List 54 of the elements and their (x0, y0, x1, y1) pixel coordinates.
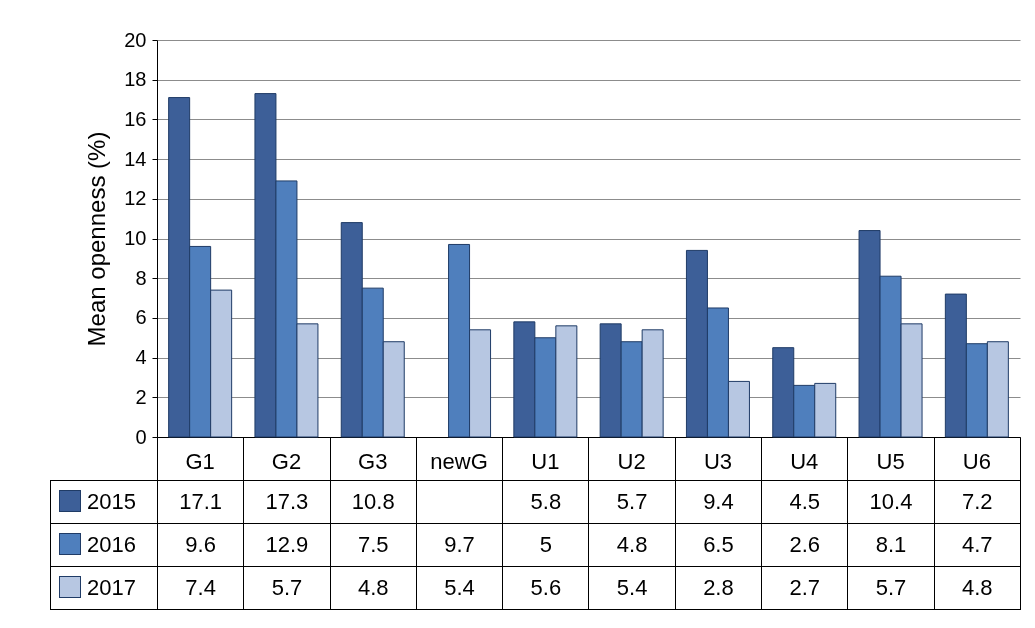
data-label: 5.7 (847, 566, 935, 610)
y-tick-label: 2 (135, 385, 147, 408)
data-label: 5.4 (416, 566, 503, 610)
x-tick-label: U1 (531, 448, 560, 474)
data-label: 4.8 (588, 523, 676, 567)
x-tick-label: U2 (617, 448, 646, 474)
data-label: 10.8 (330, 480, 417, 524)
data-label: 12.9 (243, 523, 331, 567)
data-label: 4.8 (934, 566, 1021, 610)
data-label: 4.7 (934, 523, 1021, 567)
x-tick-label: U5 (876, 448, 905, 474)
data-label: 7.2 (934, 480, 1021, 524)
y-tick-label: 4 (135, 346, 147, 369)
x-tick-label: U6 (962, 448, 991, 474)
legend-label: 2015 (50, 480, 158, 524)
data-label: 6.5 (675, 523, 762, 567)
data-label: 10.4 (847, 480, 935, 524)
y-tick-label: 18 (124, 68, 147, 91)
y-tick-label: 16 (124, 107, 147, 130)
x-tick-label: newG (430, 448, 488, 474)
x-tick-label: U3 (703, 448, 733, 474)
y-tick-label: 0 (135, 425, 147, 448)
data-label: 8.1 (847, 523, 935, 567)
data-label: 5.4 (588, 566, 676, 610)
x-tick-label: U4 (790, 448, 819, 474)
y-tick-label: 6 (135, 306, 147, 329)
legend-label: 2017 (50, 566, 158, 610)
data-label: 17.3 (243, 480, 331, 524)
y-tick-label: 10 (124, 227, 147, 249)
x-tick-label: G3 (358, 448, 388, 474)
x-tick-label: G2 (271, 448, 302, 474)
y-tick-label: 14 (124, 147, 147, 170)
data-label: 4.5 (761, 480, 848, 524)
data-label: 9.7 (416, 523, 503, 567)
data-label: 2.7 (761, 566, 848, 610)
data-label: 5.7 (588, 480, 676, 524)
y-tick-label: 12 (124, 187, 147, 210)
data-label: 9.6 (157, 523, 244, 567)
y-tick-label: 20 (124, 28, 147, 51)
data-label: 2.6 (761, 523, 848, 567)
data-label: 5.7 (243, 566, 331, 610)
data-label: 4.8 (330, 566, 417, 610)
y-axis-title: Mean openness (%) (83, 131, 111, 347)
legend-label: 2016 (50, 523, 158, 567)
data-label: 5.6 (502, 566, 589, 610)
data-label: 5 (502, 523, 589, 567)
x-tick-label: G1 (185, 448, 215, 474)
data-label: 7.4 (157, 566, 244, 610)
data-label: 5.8 (502, 480, 589, 524)
data-label: 9.4 (675, 480, 762, 524)
data-label: 7.5 (330, 523, 417, 567)
y-tick-label: 8 (135, 266, 147, 289)
data-label: 2.8 (675, 566, 762, 610)
data-label: 17.1 (157, 480, 244, 524)
